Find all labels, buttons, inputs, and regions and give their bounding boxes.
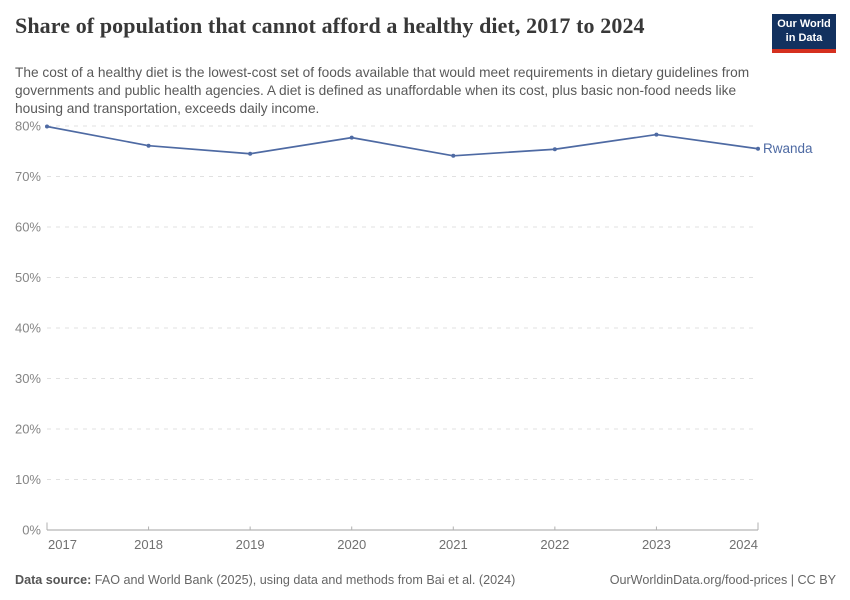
y-axis-tick-label: 70% <box>15 169 41 184</box>
y-axis-tick-label: 30% <box>15 371 41 386</box>
y-axis-tick-label: 0% <box>22 523 41 538</box>
series-label-rwanda[interactable]: Rwanda <box>763 141 813 156</box>
data-point-marker[interactable] <box>451 153 456 158</box>
data-point-marker[interactable] <box>552 147 557 152</box>
x-axis-tick-label: 2021 <box>439 537 468 552</box>
x-axis-tick-label: 2018 <box>134 537 163 552</box>
data-source: Data source: FAO and World Bank (2025), … <box>15 573 515 587</box>
y-axis-tick-label: 60% <box>15 220 41 235</box>
x-axis-tick-label: 2023 <box>642 537 671 552</box>
data-point-marker[interactable] <box>756 146 760 151</box>
x-axis-tick-label: 2024 <box>729 537 758 552</box>
data-source-text: FAO and World Bank (2025), using data an… <box>94 573 516 587</box>
x-axis-tick-label: 2020 <box>337 537 366 552</box>
x-axis-tick-label: 2019 <box>236 537 265 552</box>
data-point-marker[interactable] <box>349 135 354 140</box>
chart-title: Share of population that cannot afford a… <box>15 13 645 38</box>
chart-footer: Data source: FAO and World Bank (2025), … <box>15 573 836 587</box>
data-point-marker[interactable] <box>654 132 659 137</box>
data-point-marker[interactable] <box>146 143 151 148</box>
x-axis-tick-label: 2017 <box>48 537 77 552</box>
x-axis-tick-label: 2022 <box>540 537 569 552</box>
series-line-rwanda[interactable] <box>46 125 759 157</box>
license-link[interactable]: OurWorldinData.org/food-prices | CC BY <box>609 573 836 587</box>
y-axis-tick-label: 10% <box>15 472 41 487</box>
owid-logo-line1: Our World <box>777 18 831 30</box>
y-axis-tick-label: 80% <box>15 119 41 134</box>
y-axis-tick-label: 20% <box>15 422 41 437</box>
data-point-marker[interactable] <box>45 124 49 129</box>
owid-logo: Our World in Data <box>772 14 836 53</box>
y-axis-tick-label: 50% <box>15 270 41 285</box>
y-axis-tick-label: 40% <box>15 321 41 336</box>
chart-header: Share of population that cannot afford a… <box>15 13 836 118</box>
data-source-label: Data source: <box>15 573 92 587</box>
owid-logo-line2: in Data <box>785 31 823 44</box>
chart-subtitle: The cost of a healthy diet is the lowest… <box>15 64 750 116</box>
data-point-marker[interactable] <box>248 151 253 156</box>
